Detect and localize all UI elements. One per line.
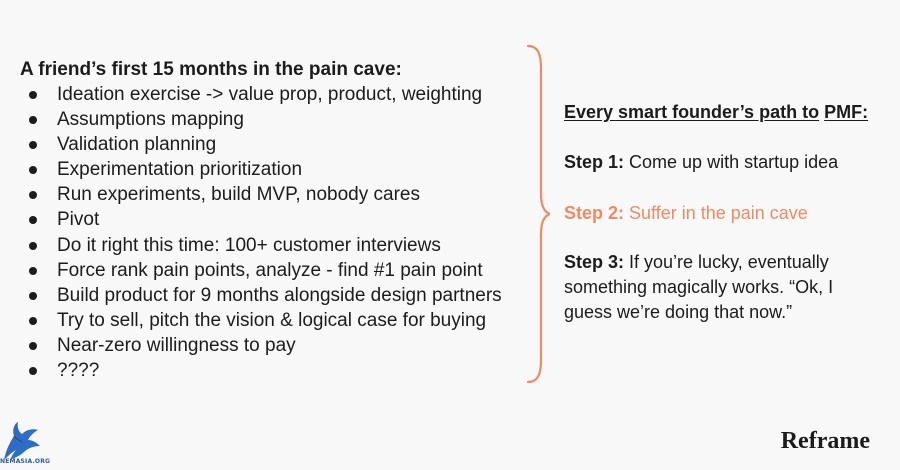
list-item: Ideation exercise -> value prop, product…: [20, 82, 520, 107]
list-title: A friend’s first 15 months in the pain c…: [20, 59, 402, 80]
path-title-text: Every smart founder’s path to: [564, 102, 820, 122]
brand-logo: Reframe: [780, 428, 870, 454]
step-label: Step 2:: [564, 203, 625, 223]
step-1: Step 1: Come up with startup idea: [564, 150, 838, 175]
pain-cave-list-section: A friend’s first 15 months in the pain c…: [20, 57, 520, 383]
bullet-dot-icon: [29, 367, 37, 376]
bullet-dot-icon: [29, 216, 37, 225]
step-label: Step 3:: [564, 252, 625, 272]
list-item: ????: [20, 358, 520, 383]
step-2: Step 2: Suffer in the pain cave: [564, 201, 808, 226]
founder-path-section: Every smart founder’s path to PMF: Step …: [564, 100, 894, 322]
bullet-dot-icon: [29, 116, 37, 125]
watermark-caption: NEMASIA.ORG: [0, 458, 51, 465]
list-item: Do it right this time: 100+ customer int…: [20, 233, 520, 258]
bullet-dot-icon: [29, 316, 37, 325]
list-item: Run experiments, build MVP, nobody cares: [20, 182, 520, 207]
list-item: Experimentation prioritization: [20, 157, 520, 182]
bullet-dot-icon: [29, 141, 37, 150]
bullet-dot-icon: [29, 91, 37, 99]
list-item: Assumptions mapping: [20, 107, 520, 132]
pmf-label: PMF:: [824, 102, 869, 122]
step-text: Come up with startup idea: [629, 152, 839, 172]
step-3: Step 3: If you’re lucky, eventually some…: [564, 250, 884, 325]
list-item: Validation planning: [20, 132, 520, 157]
bullet-dot-icon: [29, 266, 37, 275]
step-text: If you’re lucky, eventually something ma…: [564, 252, 834, 322]
list-item: Try to sell, pitch the vision & logical …: [20, 308, 520, 333]
step-text: Suffer in the pain cave: [629, 203, 808, 223]
bullet-dot-icon: [29, 341, 37, 350]
list-item: Pivot: [20, 207, 520, 232]
step-label: Step 1:: [564, 152, 625, 172]
list-item: Near-zero willingness to pay: [20, 333, 520, 358]
bullet-dot-icon: [29, 166, 37, 175]
list-item: Force rank pain points, analyze - find #…: [20, 258, 520, 283]
path-title: Every smart founder’s path to PMF:: [564, 100, 894, 124]
list-item: Build product for 9 months alongside des…: [20, 283, 520, 308]
bullet-dot-icon: [29, 191, 37, 200]
bullet-dot-icon: [29, 291, 37, 300]
bullet-list: Ideation exercise -> value prop, product…: [20, 82, 520, 383]
curly-brace-icon: [526, 44, 550, 384]
eagle-logo-icon: [4, 422, 40, 460]
bullet-dot-icon: [29, 241, 37, 250]
